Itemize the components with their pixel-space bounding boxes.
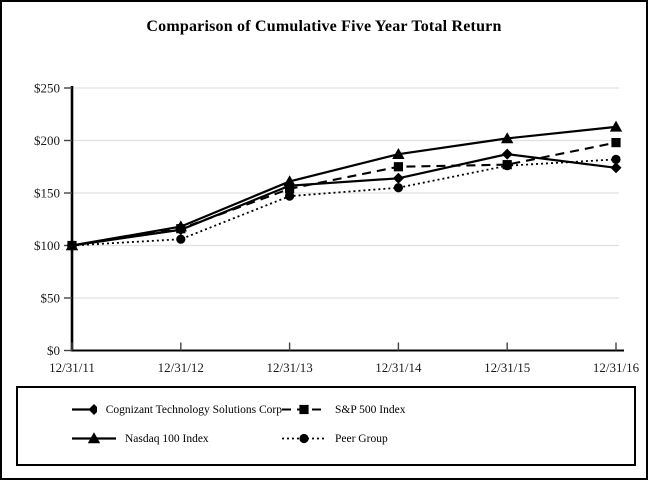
legend-label: Nasdaq 100 Index: [125, 432, 209, 445]
x-axis-labels: 12/31/11 12/31/12 12/31/13 12/31/14 12/31/15…: [49, 360, 639, 375]
legend-sample-circle-icon: [282, 433, 326, 444]
square-marker-icon: [299, 404, 309, 415]
triangle-marker-icon: [392, 147, 405, 159]
legend-item-nasdaq-100-index: Nasdaq 100 Index: [72, 430, 282, 447]
axes: [70, 86, 624, 352]
circle-marker-icon: [285, 191, 295, 201]
y-tick-label: $200: [34, 133, 60, 148]
gridlines: [72, 87, 619, 299]
legend-item-peer-group: Peer Group: [282, 430, 634, 447]
square-marker-icon: [393, 162, 403, 172]
y-tick-label: $50: [41, 291, 61, 306]
series-cognizant-technology-solutions-corp: [66, 148, 622, 251]
legend-label: Peer Group: [335, 432, 388, 445]
series-peer-group: [67, 154, 621, 251]
square-marker-icon: [67, 240, 77, 251]
legend-label: Cognizant Technology Solutions Corp: [105, 403, 282, 416]
circle-marker-icon: [611, 154, 621, 164]
x-tick-label: 12/31/13: [266, 360, 312, 375]
legend: Cognizant Technology Solutions Corp S&P 5…: [16, 386, 636, 466]
x-tick-label: 12/31/12: [158, 360, 204, 375]
diamond-marker-icon: [501, 148, 513, 160]
diamond-marker-icon: [392, 172, 404, 184]
triangle-marker-icon: [609, 120, 623, 132]
y-tick-label: $100: [34, 238, 60, 253]
triangle-marker-icon: [87, 432, 101, 444]
y-tick-label: $250: [34, 81, 60, 96]
legend-sample-square-icon: [282, 404, 326, 415]
y-axis-labels: $0 $50 $100 $150 $200 $250: [34, 81, 60, 359]
circle-marker-icon: [176, 234, 186, 244]
x-tick-label: 12/31/14: [375, 360, 422, 375]
x-tick-label: 12/31/15: [484, 360, 530, 375]
circle-marker-icon: [393, 183, 403, 193]
tick-marks: [64, 87, 617, 352]
circle-marker-icon: [299, 433, 309, 444]
y-tick-label: $0: [47, 343, 60, 358]
square-marker-icon: [176, 224, 186, 234]
triangle-marker-icon: [283, 175, 296, 187]
series-line: [71, 125, 617, 247]
x-tick-label: 12/31/16: [593, 360, 640, 375]
legend-sample-triangle-icon: [72, 432, 116, 444]
x-tick-label: 12/31/11: [49, 360, 95, 375]
triangle-marker-icon: [501, 132, 514, 144]
square-marker-icon: [502, 160, 512, 170]
legend-item-cognizant-technology-solutions-corp: Cognizant Technology Solutions Corp: [72, 401, 282, 418]
legend-sample-diamond-icon: [72, 404, 97, 415]
legend-item-s-p-500-index: S&P 500 Index: [282, 401, 634, 418]
chart-title: Comparison of Cumulative Five Year Total…: [146, 18, 502, 35]
diamond-marker-icon: [88, 404, 97, 415]
series-line: [71, 141, 617, 247]
diamond-marker-icon: [610, 162, 622, 174]
y-tick-label: $150: [34, 186, 60, 201]
square-marker-icon: [611, 138, 621, 148]
legend-label: S&P 500 Index: [335, 403, 406, 416]
series-line: [71, 158, 617, 247]
series-s-p-500-index: [67, 138, 621, 251]
square-marker-icon: [285, 184, 295, 194]
